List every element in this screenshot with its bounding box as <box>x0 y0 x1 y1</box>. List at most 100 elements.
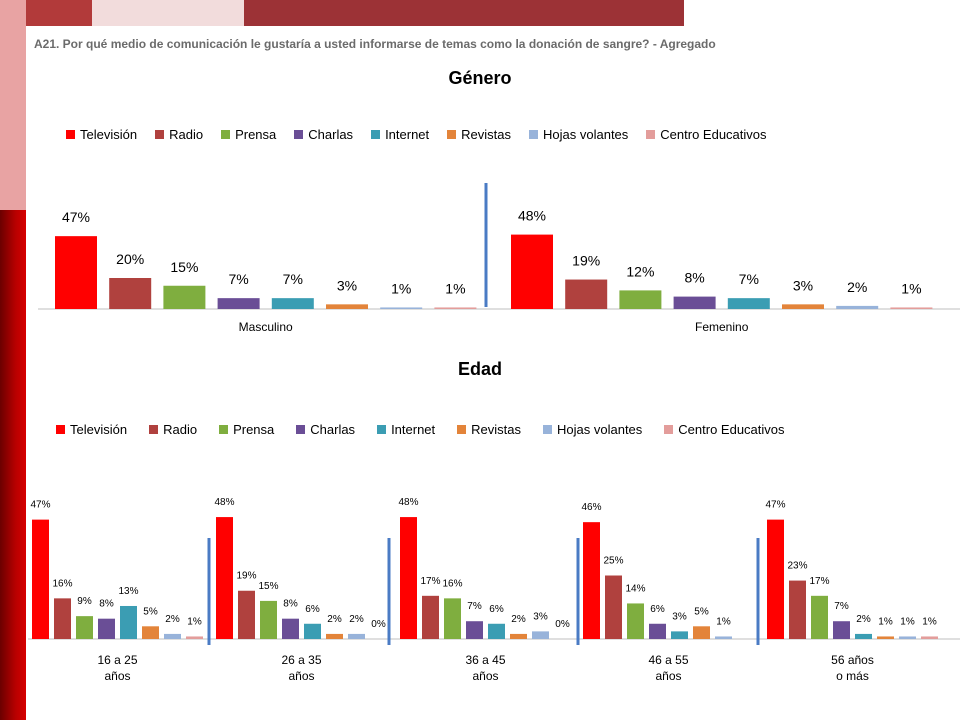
legend-genero: Televisión Radio Prensa Charlas Internet Revi… <box>66 127 767 142</box>
legend-item: Revistas <box>447 127 511 142</box>
bar <box>466 621 483 639</box>
legend-label: Prensa <box>235 127 277 142</box>
data-label: 46% <box>581 502 601 513</box>
bar <box>899 636 916 639</box>
legend-edad: Televisión Radio Prensa Charlas Internet Revi… <box>56 422 785 437</box>
data-label: 13% <box>118 586 138 597</box>
bar <box>32 519 49 639</box>
data-label: 19% <box>236 571 256 582</box>
legend-swatch <box>56 425 65 434</box>
data-label: 3% <box>533 611 548 622</box>
bar <box>649 623 666 639</box>
bar <box>673 296 716 309</box>
data-label: 6% <box>489 604 504 615</box>
data-label: 15% <box>258 581 278 592</box>
bar <box>627 603 644 639</box>
category-label: o más <box>836 669 869 683</box>
data-label: 6% <box>305 604 320 615</box>
legend-label: Centro Educativos <box>678 422 785 437</box>
data-label: 7% <box>467 601 482 612</box>
data-label: 2% <box>511 614 526 625</box>
bar <box>422 595 439 639</box>
legend-swatch <box>543 425 553 434</box>
chart-title-genero: Género <box>448 68 512 88</box>
data-label: 1% <box>445 280 465 296</box>
legend-item: Hojas volantes <box>543 422 642 437</box>
bar <box>348 633 365 639</box>
bar <box>565 279 608 309</box>
legend-label: Revistas <box>471 422 522 437</box>
bar <box>921 636 938 639</box>
data-label: 1% <box>878 616 893 627</box>
legend-swatch <box>377 425 387 434</box>
bar <box>488 623 505 639</box>
category-label: años <box>472 669 498 683</box>
bar <box>510 633 527 639</box>
legend-label: Centro Educativos <box>660 127 767 142</box>
legend-label: Televisión <box>80 127 138 142</box>
data-label: 9% <box>77 596 92 607</box>
bar <box>142 626 159 639</box>
legend-swatch <box>371 130 381 139</box>
data-label: 2% <box>349 614 364 625</box>
legend-label: Charlas <box>308 127 354 142</box>
data-label: 15% <box>170 259 198 275</box>
bar <box>782 304 824 309</box>
bar <box>282 618 299 639</box>
bar <box>216 517 233 639</box>
data-label: 16% <box>52 578 72 589</box>
bar <box>532 631 549 639</box>
legend-label: Internet <box>385 127 430 142</box>
data-label: 8% <box>283 599 298 610</box>
bar <box>326 304 368 309</box>
category-label: años <box>655 669 681 683</box>
data-label: 12% <box>626 263 654 279</box>
bar <box>671 631 688 639</box>
legend-item: Televisión <box>56 422 127 437</box>
bar <box>619 290 662 309</box>
data-label: 17% <box>420 576 440 587</box>
data-label: 3% <box>672 611 687 622</box>
bar <box>890 307 933 309</box>
category-label: años <box>288 669 314 683</box>
data-label: 47% <box>765 500 785 511</box>
data-label: 1% <box>187 616 202 627</box>
data-label: 7% <box>283 271 303 287</box>
legend-label: Hojas volantes <box>557 422 643 437</box>
data-label: 1% <box>922 616 937 627</box>
data-label: 2% <box>847 279 867 295</box>
data-label: 2% <box>856 614 871 625</box>
data-label: 1% <box>716 616 731 627</box>
legend-swatch <box>66 130 75 139</box>
data-label: 6% <box>650 604 665 615</box>
category-label: 56 años <box>831 653 874 667</box>
top-bar-right <box>244 0 684 26</box>
data-label: 23% <box>787 561 807 572</box>
legend-label: Prensa <box>233 422 275 437</box>
bar <box>693 626 710 639</box>
legend-swatch <box>664 425 674 434</box>
data-label: 1% <box>391 280 411 296</box>
question-text: A21. Por qué medio de comunicación le gu… <box>34 37 716 51</box>
data-label: 16% <box>442 578 462 589</box>
data-label: 8% <box>99 599 114 610</box>
legend-swatch <box>294 130 304 139</box>
legend-swatch <box>296 425 306 434</box>
data-label: 0% <box>555 619 570 630</box>
data-label: 8% <box>684 270 704 286</box>
legend-item: Charlas <box>296 422 355 437</box>
bar <box>605 575 622 639</box>
legend-swatch <box>447 130 457 139</box>
data-label: 5% <box>143 606 158 617</box>
left-band-light <box>0 0 26 210</box>
legend-swatch <box>219 425 229 434</box>
legend-swatch <box>529 130 539 139</box>
legend-item: Prensa <box>219 422 274 437</box>
data-label: 48% <box>518 208 546 224</box>
bar <box>238 590 255 639</box>
bar <box>76 616 93 639</box>
legend-item: Televisión <box>66 127 137 142</box>
bar <box>877 636 894 639</box>
data-label: 3% <box>337 277 357 293</box>
legend-label: Hojas volantes <box>543 127 629 142</box>
